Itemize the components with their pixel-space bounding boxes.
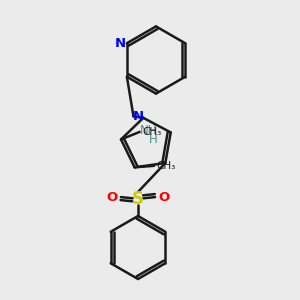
Text: NH: NH bbox=[140, 124, 157, 137]
Text: CH₃: CH₃ bbox=[142, 127, 161, 137]
Text: O: O bbox=[158, 190, 170, 204]
Text: S: S bbox=[132, 190, 144, 208]
Text: O: O bbox=[106, 190, 118, 204]
Text: N: N bbox=[132, 110, 143, 123]
Text: H: H bbox=[148, 133, 157, 146]
Text: N: N bbox=[115, 37, 126, 50]
Text: CH₃: CH₃ bbox=[157, 161, 176, 171]
